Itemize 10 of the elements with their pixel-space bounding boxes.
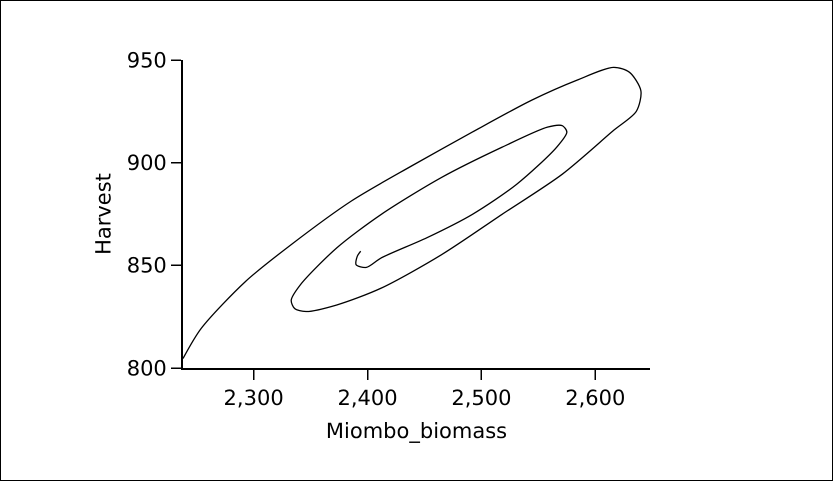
y-tick-label: 950 [126, 48, 167, 72]
y-tick-label: 850 [126, 254, 167, 278]
x-tick-label: 2,500 [451, 386, 512, 410]
x-tick-label: 2,300 [224, 386, 284, 410]
x-axis-title: Miombo_biomass [326, 418, 508, 443]
y-tick-label: 900 [126, 151, 167, 176]
y-tick-label: 800 [126, 356, 167, 380]
x-tick-label: 2,600 [565, 386, 626, 410]
x-tick-label: 2,400 [337, 386, 398, 410]
y-axis-title: Harvest [91, 173, 116, 255]
